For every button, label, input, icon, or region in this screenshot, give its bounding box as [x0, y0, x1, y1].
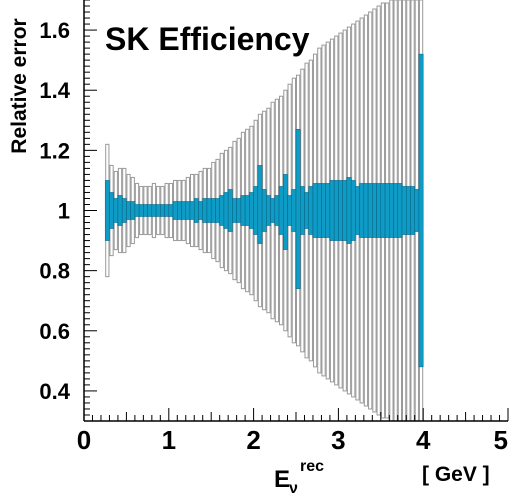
filled-bar — [126, 201, 131, 220]
filled-bar — [338, 180, 343, 241]
filled-bar — [372, 183, 377, 238]
filled-bar — [134, 204, 140, 217]
filled-bar — [109, 192, 114, 229]
ticks: 0.4 0.6 0.8 1 1.2 1.4 1.6 0 1 2 3 4 5 — [39, 0, 509, 455]
filled-bar — [321, 183, 326, 238]
filled-bar — [316, 183, 322, 238]
y-tick-label: 0.8 — [39, 259, 70, 284]
filled-bar — [291, 189, 297, 232]
filled-bar — [274, 195, 280, 226]
x-axis-title-main: E — [274, 466, 290, 493]
filled-bar — [117, 195, 123, 226]
filled-bar — [138, 204, 144, 217]
y-tick-label: 0.6 — [39, 319, 70, 344]
filled-bar — [227, 189, 233, 232]
y-tick-label: 1.6 — [39, 18, 70, 43]
filled-bar — [389, 183, 394, 238]
filled-bar-series — [104, 53, 424, 368]
filled-bar — [215, 198, 220, 223]
filled-bar — [130, 201, 136, 220]
x-axis-unit: [ GeV ] — [422, 463, 490, 486]
x-axis-title-subscript: ν — [289, 480, 298, 497]
filled-bar — [206, 198, 212, 223]
filled-bar — [210, 198, 216, 223]
filled-bar — [185, 201, 191, 220]
filled-bar — [164, 204, 170, 217]
filled-bar — [232, 198, 237, 223]
filled-bar — [414, 189, 420, 232]
chart-title: SK Efficiency — [105, 21, 310, 57]
filled-bar — [393, 183, 399, 238]
x-tick-label: 0 — [77, 425, 91, 455]
filled-bar — [295, 129, 301, 289]
filled-bar — [397, 183, 403, 238]
filled-bar — [418, 53, 424, 368]
filled-bar — [312, 183, 318, 238]
filled-bar — [143, 204, 148, 217]
filled-bar — [202, 198, 208, 223]
filled-bar — [198, 201, 203, 220]
filled-bar — [363, 183, 369, 238]
filled-bar — [405, 186, 411, 235]
filled-bar — [270, 198, 276, 223]
y-tick-label: 1 — [58, 199, 70, 224]
filled-bar — [261, 189, 267, 232]
filled-bar — [113, 198, 119, 223]
filled-bar — [172, 201, 178, 220]
filled-bar — [219, 195, 225, 226]
filled-bar — [193, 198, 199, 223]
filled-bar — [266, 195, 271, 226]
filled-bar — [350, 180, 356, 241]
filled-bar — [104, 180, 110, 241]
y-tick-label: 1.2 — [39, 138, 70, 163]
filled-bar — [189, 201, 195, 220]
filled-bar — [253, 186, 259, 235]
x-tick-label: 4 — [416, 425, 431, 455]
filled-bar — [155, 204, 161, 217]
filled-bar — [177, 201, 182, 220]
x-tick-label: 1 — [162, 425, 176, 455]
filled-bar — [257, 165, 263, 244]
filled-bar — [249, 192, 254, 229]
x-axis-title-superscript: rec — [300, 458, 324, 475]
filled-bar — [283, 174, 288, 250]
filled-bar — [308, 186, 314, 235]
y-axis-title: Relative error — [8, 18, 31, 153]
filled-bar — [240, 195, 246, 226]
filled-bar — [244, 195, 250, 226]
filled-bar — [121, 198, 127, 223]
filled-bar — [384, 183, 390, 238]
filled-bar — [342, 180, 348, 241]
filled-bar — [329, 180, 335, 241]
filled-bar — [223, 192, 229, 229]
filled-bar — [151, 204, 157, 217]
filled-bar — [333, 180, 339, 241]
x-axis-title: E ν rec — [274, 458, 324, 497]
filled-bar — [147, 204, 153, 217]
filled-bar — [367, 183, 373, 238]
filled-bar — [376, 183, 382, 238]
filled-bar — [401, 186, 407, 235]
filled-bar — [287, 195, 293, 226]
filled-bar — [236, 198, 242, 223]
y-tick-label: 0.4 — [39, 379, 70, 404]
filled-bar — [278, 186, 284, 235]
filled-bar — [355, 186, 360, 235]
x-tick-label: 2 — [246, 425, 260, 455]
filled-bar — [168, 204, 174, 217]
filled-bar — [160, 204, 165, 217]
filled-bar — [181, 201, 187, 220]
filled-bar — [380, 183, 386, 238]
filled-bar — [410, 186, 415, 235]
filled-bar — [359, 183, 365, 238]
filled-bar — [304, 192, 309, 229]
y-tick-label: 1.4 — [39, 78, 70, 103]
x-tick-label: 5 — [494, 425, 508, 455]
filled-bar — [325, 183, 331, 238]
filled-bar — [346, 177, 352, 244]
filled-bar — [299, 186, 305, 235]
x-tick-label: 3 — [331, 425, 345, 455]
